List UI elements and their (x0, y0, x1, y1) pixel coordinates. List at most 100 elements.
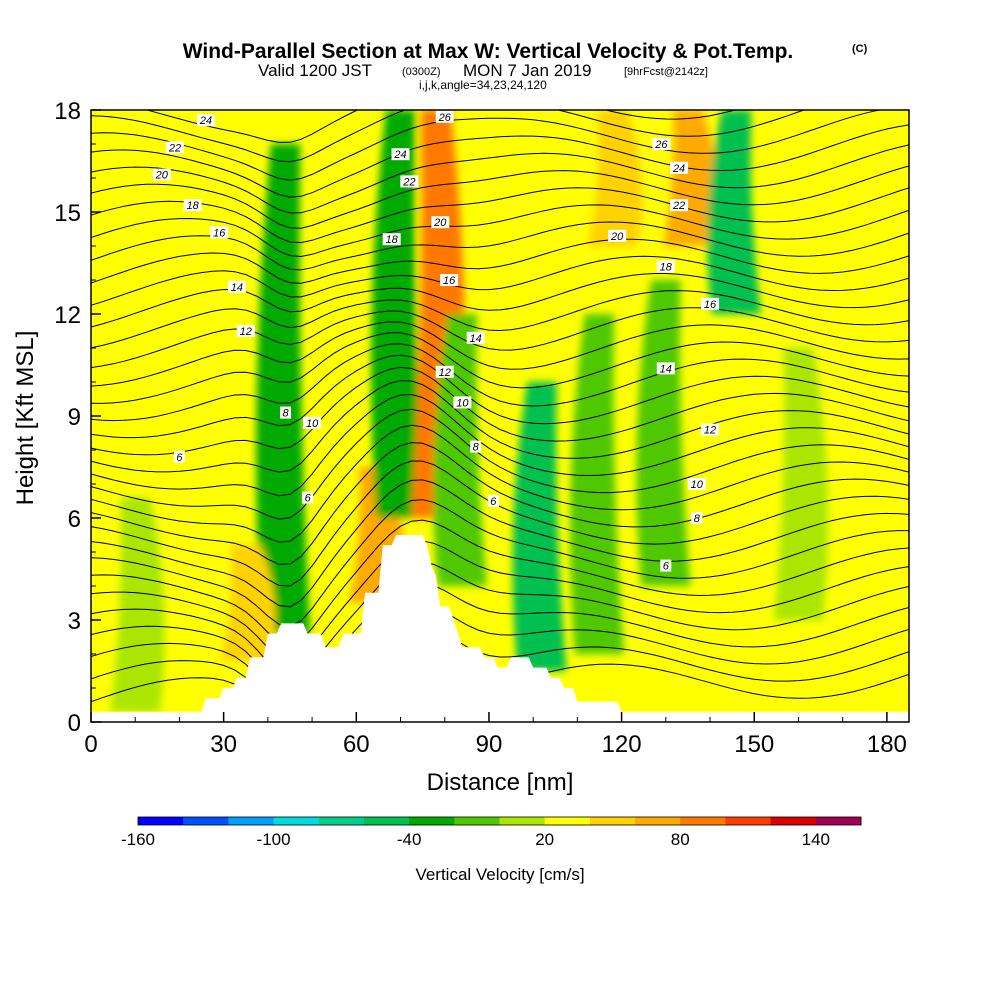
theta-contour (91, 519, 909, 646)
theta-contour (91, 561, 909, 679)
velocity-plume (773, 348, 828, 620)
theta-contour (91, 393, 909, 497)
colorbar-swatch (138, 817, 184, 825)
colorbar-swatch (815, 817, 862, 825)
theta-contour (91, 380, 909, 473)
y-axis-label: Height [Kft MSL] (12, 331, 39, 506)
velocity-plume (221, 545, 276, 661)
contour-label: 18 (183, 199, 202, 212)
y-tick-label: 15 (54, 200, 81, 227)
contour-label: 10 (453, 396, 472, 409)
contour-labels: 24 22 20 18 16 14 12 8 10 6 6 26 24 22 20 18 16 14 12 10 8 6 2… (152, 110, 720, 573)
colorbar-title: Vertical Velocity [cm/s] (415, 865, 584, 884)
contour-label-text: 10 (691, 479, 704, 491)
theta-contour (91, 581, 909, 694)
title-copyright-tag: (C) (852, 43, 868, 55)
x-tick-label: 30 (210, 731, 237, 758)
colorbar: -160 -100 -40 20 80 140 (121, 816, 862, 849)
contour-label: 12 (701, 423, 720, 437)
contour-label-text: 20 (610, 231, 624, 243)
velocity-plume (371, 110, 426, 518)
contour-label-text: 10 (456, 397, 469, 409)
contour-label: 14 (227, 280, 246, 294)
velocity-plume (663, 110, 718, 246)
contour-label-text: 14 (470, 333, 482, 345)
contour-label: 24 (196, 114, 215, 127)
potential-temperature-contours (91, 110, 909, 722)
velocity-plume (110, 497, 165, 712)
contour-label: 6 (487, 495, 499, 508)
contour-label: 24 (391, 148, 410, 161)
colorbar-swatch (363, 817, 410, 825)
colorbar-swatch (680, 817, 726, 825)
y-tick-label: 9 (68, 404, 81, 431)
colorbar-tick-label: -100 (257, 830, 291, 849)
theta-contour (91, 165, 909, 229)
theta-contour (91, 620, 909, 722)
contour-label-text: 18 (187, 200, 200, 212)
contour-label-text: 16 (213, 227, 226, 239)
colorbar-swatch (725, 817, 772, 825)
valid-date: MON 7 Jan 2019 (463, 61, 592, 80)
theta-contour (91, 124, 909, 198)
contour-label-text: 8 (694, 513, 701, 525)
theta-contour (91, 343, 909, 422)
contour-label: 16 (210, 226, 229, 239)
contour-label-text: 24 (672, 163, 685, 175)
theta-contour (91, 424, 909, 543)
contour-label: 18 (382, 233, 401, 246)
y-tick-label: 12 (54, 302, 81, 329)
colorbar-swatch (409, 817, 455, 825)
x-axis-label: Distance [nm] (427, 769, 574, 796)
x-tick-label: 120 (602, 731, 642, 758)
colorbar-swatch (635, 817, 681, 825)
contour-label: 26 (435, 110, 454, 124)
contour-label: 22 (166, 141, 185, 154)
colorbar-swatch (228, 817, 275, 825)
theta-contour (91, 273, 909, 328)
terrain-mask (91, 535, 909, 722)
theta-contour (91, 238, 909, 284)
contour-label: 8 (470, 440, 482, 454)
colorbar-swatch (770, 817, 817, 825)
contour-label-text: 16 (704, 299, 717, 311)
contour-label-text: 26 (654, 139, 668, 151)
x-tick-label: 180 (867, 731, 907, 758)
theta-contour (91, 442, 909, 565)
contour-label: 8 (280, 406, 292, 420)
theta-contour (91, 144, 909, 214)
section-indices: i,j,k,angle=34,23,24,120 (419, 78, 547, 92)
theta-contour (91, 204, 909, 258)
chart-title: Wind-Parallel Section at Max W: Vertical… (183, 40, 794, 63)
contour-label: 6 (660, 559, 672, 573)
x-tick-label: 60 (343, 731, 370, 758)
theta-contour (91, 499, 909, 628)
y-tick-label: 3 (68, 608, 81, 635)
velocity-plume (433, 314, 487, 586)
velocity-plume (588, 110, 643, 246)
contour-label-text: 20 (155, 170, 169, 182)
theta-contour (91, 332, 909, 404)
colorbar-tick-label: 80 (671, 830, 690, 849)
theta-contour (91, 187, 909, 244)
contour-label-text: 6 (176, 452, 183, 464)
contour-label: 20 (431, 216, 450, 229)
contour-label-text: 6 (305, 493, 312, 505)
contour-label-text: 14 (231, 282, 243, 294)
contour-label-text: 18 (386, 234, 399, 246)
chart-header: Wind-Parallel Section at Max W: Vertical… (183, 40, 868, 92)
contour-label-text: 24 (393, 149, 406, 161)
x-axis: 0 30 60 90 120 150 180 (84, 712, 907, 758)
forecast-info: [9hrFcst@2142z] (624, 66, 708, 78)
contour-label: 6 (302, 491, 314, 505)
contour-label: 6 (173, 450, 185, 464)
contour-label: 22 (670, 199, 689, 212)
colorbar-swatch (589, 817, 636, 825)
contour-label-text: 22 (672, 200, 685, 212)
theta-contour (91, 110, 883, 181)
theta-contour (91, 290, 909, 349)
contour-label-text: 24 (199, 115, 212, 127)
valid-time: Valid 1200 JST (258, 61, 372, 80)
velocity-plume (570, 314, 625, 654)
velocity-plume (512, 382, 567, 671)
